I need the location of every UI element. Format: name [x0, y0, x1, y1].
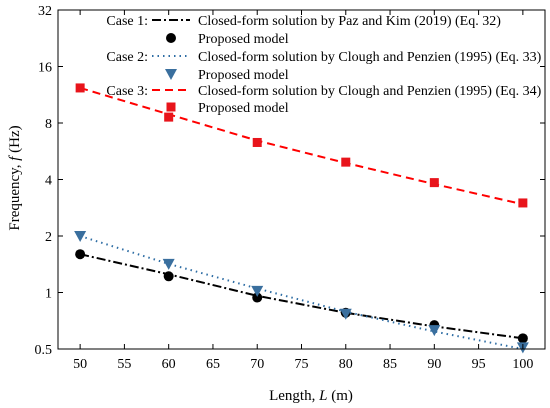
x-tick-label: 50: [73, 357, 87, 372]
legend-entry-label: Closed-form solution by Paz and Kim (201…: [198, 14, 501, 29]
x-axis-label: Length, L (m): [269, 388, 353, 404]
legend-marker-sample: [166, 33, 176, 43]
y-tick-label: 1: [45, 287, 52, 302]
series-marker-4: [251, 285, 264, 297]
y-axis-label-unit: (Hz): [7, 125, 23, 156]
series-marker-4: [339, 308, 352, 320]
series-marker-2: [252, 292, 263, 303]
x-tick-label: 60: [162, 357, 176, 372]
series-line-1: [79, 253, 524, 340]
x-tick-label: 75: [295, 357, 309, 372]
series-marker-6: [164, 112, 174, 122]
series-marker-6: [429, 178, 439, 188]
series-marker-6: [75, 83, 85, 93]
legend-case-label: Case 1:: [106, 14, 148, 29]
legend-marker-sample: [166, 102, 176, 112]
y-axis-label: Frequency, f (Hz): [7, 125, 23, 230]
y-tick-label: 8: [45, 117, 52, 132]
y-tick-label: 16: [38, 61, 52, 76]
y-axis-label-var: f: [7, 155, 23, 161]
series-marker-4: [74, 231, 87, 242]
x-tick-label: 80: [339, 357, 353, 372]
x-tick-label: 95: [472, 357, 486, 372]
legend-case-label: Case 3:: [106, 84, 148, 99]
y-tick-label: 2: [45, 230, 52, 245]
series-marker-6: [341, 157, 351, 167]
x-tick-label: 65: [206, 357, 220, 372]
series-marker-6: [252, 137, 262, 147]
y-tick-label: 4: [45, 174, 52, 189]
series-marker-2: [163, 271, 174, 282]
x-axis-label-main: Length,: [269, 388, 319, 404]
legend-entry-label: Proposed model: [198, 101, 289, 116]
legend-marker-sample: [165, 69, 177, 80]
series-line-5: [79, 86, 524, 206]
legend-entry-label: Proposed model: [198, 68, 289, 83]
x-tick-label: 55: [117, 357, 131, 372]
series-marker-2: [517, 333, 528, 344]
series-marker-6: [518, 198, 528, 208]
axes: 50 55 60 65 70 75 80 85 90 95 100 0.5 1 2 4 8 16 32: [35, 4, 546, 372]
x-axis-label-unit: (m): [327, 388, 352, 404]
series-layer: [74, 83, 529, 354]
x-tick-label: 90: [427, 357, 441, 372]
y-tick-label: 0.5: [35, 343, 53, 358]
x-axis-label-var: L: [318, 388, 327, 404]
legend-entry-label: Closed-form solution by Clough and Penzi…: [198, 84, 542, 99]
legend-entry-label: Proposed model: [198, 32, 289, 47]
series-line-3: [79, 235, 524, 350]
x-tick-label: 70: [250, 357, 264, 372]
series-marker-2: [75, 249, 86, 260]
x-tick-label: 85: [383, 357, 397, 372]
legend-case-label: Case 2:: [106, 50, 148, 65]
x-tick-label: 100: [512, 357, 533, 372]
legend-entry-label: Closed-form solution by Clough and Penzi…: [198, 50, 542, 65]
series-marker-4: [162, 258, 175, 270]
series-marker-4: [428, 325, 441, 337]
y-tick-label: 32: [38, 4, 52, 19]
legend: Case 1: Closed-form solution by Paz and K…: [106, 14, 541, 116]
y-axis-label-main: Frequency,: [7, 161, 23, 231]
